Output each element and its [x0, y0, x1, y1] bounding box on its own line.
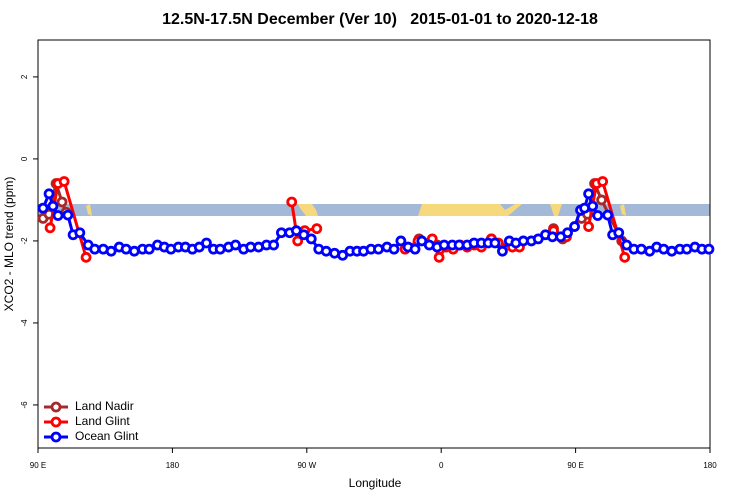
point: [62, 209, 74, 221]
point: [276, 227, 287, 239]
point: [497, 245, 508, 257]
point: [602, 209, 614, 221]
legend-label: Land Nadir: [75, 399, 134, 413]
point: [52, 210, 64, 221]
map-strip: [38, 204, 710, 216]
point: [105, 245, 117, 257]
point: [592, 210, 604, 221]
point: [44, 222, 56, 234]
x-tick-label: 90 E: [567, 461, 583, 470]
legend-label: Land Glint: [75, 414, 130, 428]
point: [268, 239, 280, 251]
y-tick-label: -4: [20, 319, 29, 327]
point: [373, 243, 384, 255]
point: [230, 239, 241, 251]
point: [120, 243, 132, 255]
legend-marker: [50, 401, 62, 413]
x-tick-label: 180: [703, 461, 717, 470]
point: [201, 237, 212, 249]
point: [311, 223, 323, 235]
point: [56, 196, 68, 208]
y-tick-label: 2: [20, 74, 29, 79]
point: [562, 227, 573, 239]
point: [214, 243, 226, 255]
point: [74, 227, 86, 239]
point: [80, 251, 92, 263]
point: [143, 243, 155, 255]
x-axis-label: Longitude: [349, 476, 402, 490]
point: [596, 194, 607, 206]
point: [433, 251, 445, 263]
point: [583, 221, 594, 232]
point: [89, 243, 101, 255]
x-tick-label: 90 W: [297, 461, 316, 470]
point: [569, 221, 580, 232]
point: [320, 245, 332, 257]
point: [128, 245, 140, 257]
point: [43, 188, 55, 200]
point: [619, 251, 631, 263]
y-tick-label: -6: [20, 401, 29, 409]
chart-title: 12.5N-17.5N December (Ver 10) 2015-01-01…: [162, 11, 598, 28]
legend-marker: [50, 416, 62, 428]
point: [489, 237, 501, 249]
point: [635, 243, 647, 255]
point: [547, 231, 558, 243]
point: [409, 243, 421, 255]
y-axis-label: XCO2 - MLO trend (ppm): [2, 177, 16, 312]
point: [613, 227, 625, 239]
point: [703, 243, 715, 255]
legend-label: Ocean Glint: [75, 429, 139, 443]
point: [58, 176, 70, 187]
point: [395, 235, 407, 247]
x-tick-label: 180: [166, 461, 180, 470]
point: [292, 235, 304, 247]
y-tick-label: 0: [20, 156, 29, 161]
point: [37, 202, 49, 214]
y-tick-label: -2: [20, 237, 29, 245]
point: [286, 196, 298, 208]
x-tick-label: 90 E: [30, 461, 46, 470]
plot-frame: [37, 39, 711, 449]
point: [305, 233, 317, 245]
x-tick-label: 0: [439, 461, 444, 470]
point: [388, 243, 400, 255]
legend-marker: [50, 431, 62, 443]
point: [587, 200, 599, 212]
point: [597, 176, 609, 187]
point: [47, 200, 59, 212]
point: [583, 188, 594, 200]
